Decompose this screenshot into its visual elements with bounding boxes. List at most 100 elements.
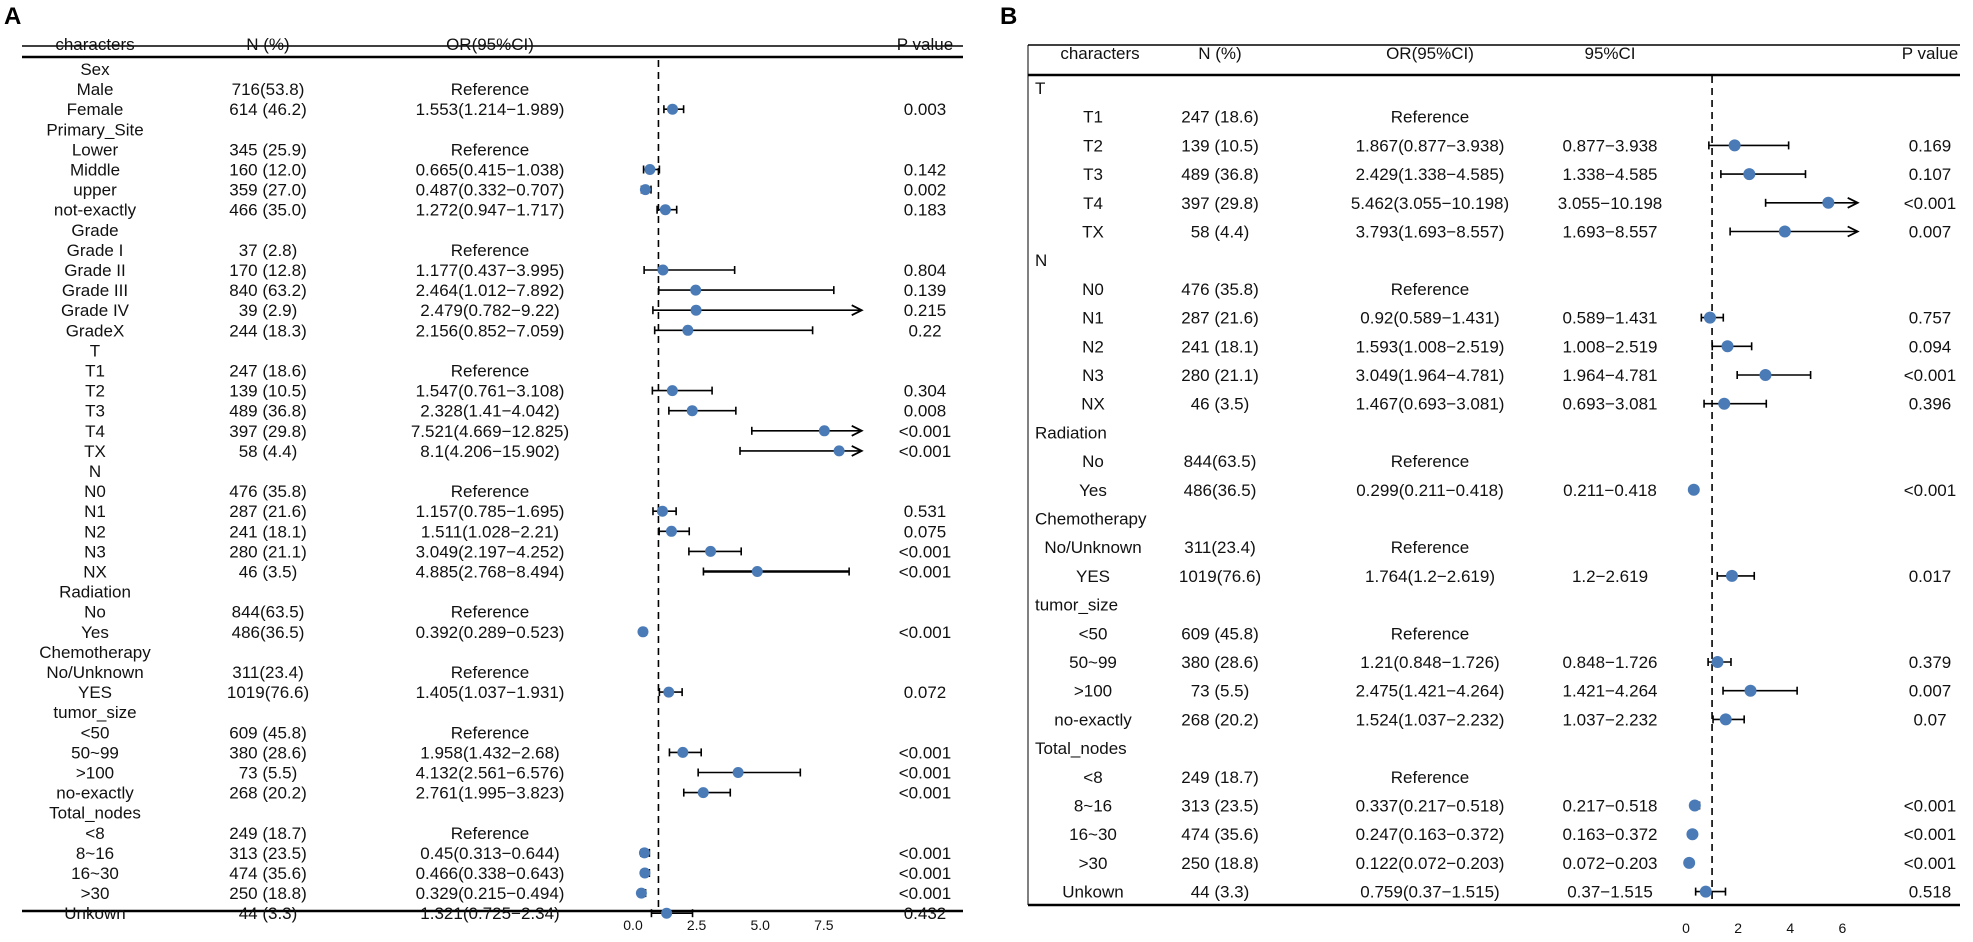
or-point <box>751 566 763 577</box>
row-label: YES <box>78 683 112 702</box>
row-or-ci: Reference <box>451 80 529 99</box>
row-or-ci: 8.1(4.206−15.902) <box>420 442 559 461</box>
row-n-percent: 46 (3.5) <box>1191 395 1250 414</box>
row-label: upper <box>73 181 117 200</box>
panel-label: A <box>4 3 21 30</box>
row-label: Lower <box>72 140 119 159</box>
row-n-percent: 476 (35.8) <box>1181 280 1259 299</box>
column-header: characters <box>55 35 134 54</box>
axis-tick-label: 2.5 <box>687 917 707 933</box>
row-label: T4 <box>1083 194 1103 213</box>
row-ci: 1.037−2.232 <box>1562 710 1657 729</box>
row-n-percent: 280 (21.1) <box>229 542 307 561</box>
row-p-value: 0.396 <box>1909 395 1952 414</box>
row-n-percent: 139 (10.5) <box>229 382 307 401</box>
row-or-ci: 1.405(1.037−1.931) <box>416 683 565 702</box>
row-label: YES <box>1076 567 1110 586</box>
row-group-label: Chemotherapy <box>1035 510 1147 529</box>
axis-tick-label: 6 <box>1838 920 1846 936</box>
row-n-percent: 380 (28.6) <box>1181 653 1259 672</box>
row-label: Grade IV <box>61 301 130 320</box>
row-or-ci: 5.462(3.055−10.198) <box>1351 194 1509 213</box>
row-ci: 0.217−0.518 <box>1562 797 1657 816</box>
row-group-label: N <box>89 462 101 481</box>
or-point <box>656 505 668 517</box>
row-or-ci: 2.328(1.41−4.042) <box>420 402 559 421</box>
row-p-value: 0.169 <box>1909 136 1952 155</box>
row-label: 8~16 <box>1074 797 1112 816</box>
row-p-value: 0.094 <box>1909 337 1952 356</box>
row-label: Grade III <box>62 281 128 300</box>
row-group-label: T <box>1035 79 1045 98</box>
row-group-label: Sex <box>80 60 110 79</box>
row-label: >100 <box>1074 682 1112 701</box>
row-p-value: 0.07 <box>1913 710 1946 729</box>
row-ci: 0.072−0.203 <box>1562 854 1657 873</box>
row-label: <50 <box>1079 624 1108 643</box>
row-group-label: N <box>1035 251 1047 270</box>
row-label: N2 <box>1082 337 1104 356</box>
row-p-value: 0.432 <box>904 904 947 923</box>
or-point <box>1759 369 1772 381</box>
or-point <box>1725 569 1738 582</box>
row-or-ci: Reference <box>451 663 529 682</box>
or-point <box>686 405 698 417</box>
row-n-percent: 311(23.4) <box>232 663 304 682</box>
row-group-label: Primary_Site <box>46 120 143 139</box>
row-p-value: 0.008 <box>904 402 947 421</box>
row-or-ci: Reference <box>1391 624 1469 643</box>
or-point <box>639 184 651 196</box>
or-point <box>666 385 678 397</box>
row-n-percent: 489 (36.8) <box>1181 165 1259 184</box>
or-point <box>635 887 647 899</box>
row-p-value: 0.107 <box>1909 165 1952 184</box>
row-or-ci: 0.466(0.338−0.643) <box>416 864 565 883</box>
row-ci: 0.877−3.938 <box>1562 136 1657 155</box>
row-n-percent: 844(63.5) <box>232 603 305 622</box>
or-point <box>705 545 717 557</box>
row-p-value: <0.001 <box>899 864 951 883</box>
row-or-ci: Reference <box>1391 280 1469 299</box>
row-or-ci: Reference <box>1391 452 1469 471</box>
row-or-ci: 0.487(0.332−0.707) <box>416 181 565 200</box>
row-label: N0 <box>84 482 106 501</box>
row-or-ci: 0.392(0.289−0.523) <box>416 623 565 642</box>
or-point <box>1744 684 1757 697</box>
row-label: N1 <box>84 502 106 521</box>
row-label: <50 <box>81 723 110 742</box>
or-point <box>1743 168 1756 181</box>
ci-arrow <box>1847 196 1860 209</box>
ci-arrow <box>851 445 864 457</box>
row-or-ci: 7.521(4.669−12.825) <box>411 422 569 441</box>
or-point <box>1687 483 1700 496</box>
row-label: >30 <box>81 884 110 903</box>
row-n-percent: 268 (20.2) <box>1181 710 1259 729</box>
row-or-ci: 1.553(1.214−1.989) <box>416 100 565 119</box>
row-label: no-exactly <box>56 784 134 803</box>
or-point <box>690 304 702 316</box>
row-label: T4 <box>85 422 105 441</box>
row-n-percent: 287 (21.6) <box>1181 309 1259 328</box>
or-point <box>1719 713 1732 726</box>
row-ci: 1.008−2.519 <box>1562 337 1657 356</box>
row-or-ci: Reference <box>451 723 529 742</box>
row-ci: 0.589−1.431 <box>1562 309 1657 328</box>
or-point <box>1718 397 1731 410</box>
row-n-percent: 241 (18.1) <box>229 522 307 541</box>
row-n-percent: 250 (18.8) <box>229 884 307 903</box>
row-or-ci: Reference <box>451 824 529 843</box>
or-point <box>1778 225 1791 238</box>
row-p-value: <0.001 <box>1904 366 1956 385</box>
row-label: T2 <box>85 382 105 401</box>
row-p-value: 0.002 <box>904 181 947 200</box>
or-point <box>677 746 689 758</box>
axis-tick-label: 0.0 <box>623 917 643 933</box>
row-label: Female <box>67 100 124 119</box>
row-p-value: <0.001 <box>899 623 951 642</box>
column-header: OR(95%CI) <box>446 35 534 54</box>
row-group-label: Total_nodes <box>1035 739 1127 758</box>
row-label: <8 <box>1083 768 1102 787</box>
row-n-percent: 380 (28.6) <box>229 743 307 762</box>
row-n-percent: 313 (23.5) <box>1181 797 1259 816</box>
